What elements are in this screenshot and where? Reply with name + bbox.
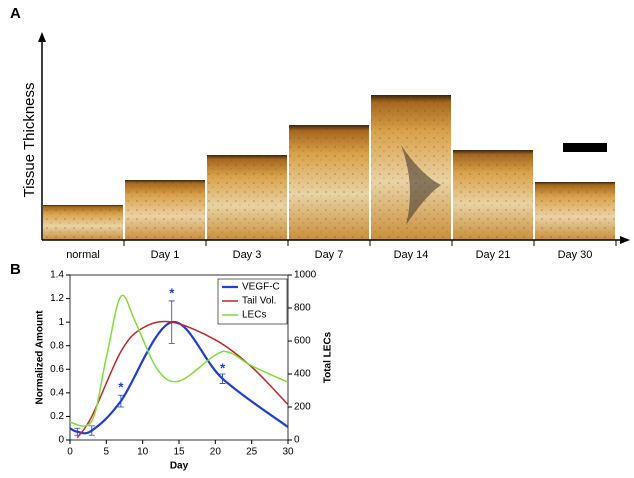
y-tick-label: 1.2 (50, 293, 64, 304)
x-tick-label: 20 (210, 447, 222, 458)
tissue-texture (453, 150, 533, 240)
y-tick-label: 0.6 (50, 364, 64, 375)
y2-tick-label: 400 (294, 369, 311, 380)
error-bar (219, 373, 226, 384)
category-label: normal (66, 249, 100, 261)
y-tick-label: 0.8 (50, 340, 64, 351)
arrow-head (620, 236, 630, 244)
x-tick-label: 5 (104, 447, 110, 458)
category-label: Day 14 (394, 249, 429, 261)
tissue-texture (535, 182, 615, 240)
error-bar (88, 425, 95, 436)
x-tick-label: 0 (67, 447, 73, 458)
tissue-texture (207, 155, 287, 240)
annotation: * (118, 380, 124, 395)
y-tick-label: 1 (58, 317, 64, 328)
arrow-head (38, 32, 46, 42)
y2-tick-label: 800 (294, 303, 311, 314)
y2-tick-label: 1000 (294, 270, 317, 281)
y-tick-label: 0 (58, 435, 64, 446)
y2-tick-label: 0 (294, 435, 300, 446)
panel-label: B (10, 261, 21, 278)
category-label: Day 7 (315, 249, 344, 261)
panel-label: A (10, 5, 21, 22)
tissue-texture (125, 180, 205, 240)
x-tick-label: 10 (137, 447, 149, 458)
y-axis-label: Tissue Thickness (21, 82, 38, 197)
category-label: Day 1 (151, 249, 180, 261)
y-tick-label: 0.4 (50, 387, 64, 398)
x-tick-label: 25 (246, 447, 258, 458)
tissue-stain (401, 145, 441, 225)
annotation: * (169, 285, 175, 300)
scale-bar (563, 143, 607, 152)
category-label: Day 30 (558, 249, 593, 261)
y2-tick-label: 200 (294, 402, 311, 413)
legend-label: LECs (242, 310, 266, 321)
x-tick-label: 15 (173, 447, 185, 458)
y-tick-label: 0.2 (50, 411, 64, 422)
y-axis-label: Normalized Amount (35, 310, 46, 405)
legend-label: Tail Vol. (242, 296, 276, 307)
category-label: Day 21 (476, 249, 511, 261)
series-line (69, 294, 289, 427)
annotation: * (220, 361, 226, 376)
y2-tick-label: 600 (294, 336, 311, 347)
error-bar (117, 394, 124, 408)
tissue-texture (289, 125, 369, 240)
tissue-texture (43, 205, 123, 240)
x-axis-label: Day (170, 461, 189, 472)
legend-label: VEGF-C (242, 282, 280, 293)
category-label: Day 3 (233, 249, 262, 261)
x-tick-label: 30 (282, 447, 294, 458)
y2-axis-label: Total LECs (323, 331, 334, 383)
y-tick-label: 1.4 (50, 270, 64, 281)
